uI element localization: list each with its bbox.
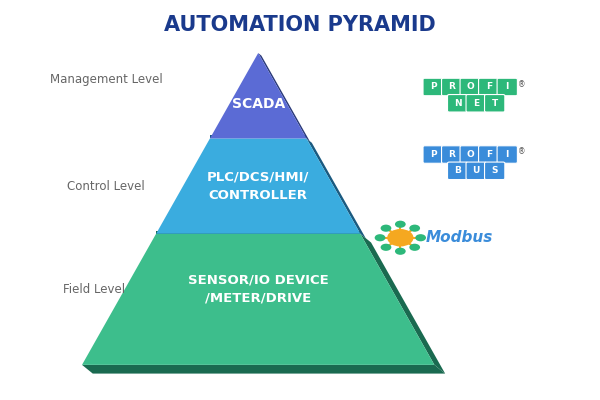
Text: U: U <box>472 166 480 175</box>
FancyBboxPatch shape <box>479 78 499 96</box>
Text: AUTOMATION PYRAMID: AUTOMATION PYRAMID <box>164 15 436 35</box>
FancyBboxPatch shape <box>485 162 505 180</box>
Circle shape <box>409 244 420 251</box>
Text: O: O <box>466 82 474 92</box>
Text: Field Level: Field Level <box>63 283 125 296</box>
FancyBboxPatch shape <box>448 94 468 112</box>
Text: P: P <box>430 82 436 92</box>
Circle shape <box>395 248 406 255</box>
Polygon shape <box>307 138 365 238</box>
FancyBboxPatch shape <box>497 78 517 96</box>
Circle shape <box>374 234 385 241</box>
Text: F: F <box>485 150 492 159</box>
Text: PLC/DCS/HMI/
CONTROLLER: PLC/DCS/HMI/ CONTROLLER <box>207 170 310 202</box>
Polygon shape <box>156 230 361 234</box>
FancyBboxPatch shape <box>466 162 487 180</box>
Polygon shape <box>361 234 445 374</box>
Text: SCADA: SCADA <box>232 97 285 111</box>
Text: ®: ® <box>518 80 526 89</box>
Text: Control Level: Control Level <box>67 180 145 192</box>
Circle shape <box>380 225 391 232</box>
Text: ®: ® <box>518 148 526 156</box>
Text: I: I <box>506 82 509 92</box>
Polygon shape <box>82 365 445 374</box>
Circle shape <box>387 229 413 246</box>
Text: S: S <box>491 166 498 175</box>
Circle shape <box>380 244 391 251</box>
FancyBboxPatch shape <box>423 146 443 163</box>
FancyBboxPatch shape <box>497 146 517 163</box>
FancyBboxPatch shape <box>479 146 499 163</box>
Polygon shape <box>210 135 307 138</box>
FancyBboxPatch shape <box>460 146 481 163</box>
Text: B: B <box>454 166 461 175</box>
FancyBboxPatch shape <box>442 78 462 96</box>
Text: O: O <box>466 150 474 159</box>
Polygon shape <box>258 53 310 141</box>
Text: E: E <box>473 99 479 108</box>
FancyBboxPatch shape <box>460 78 481 96</box>
Text: P: P <box>430 150 436 159</box>
Circle shape <box>415 234 426 241</box>
Polygon shape <box>210 53 307 138</box>
Polygon shape <box>82 234 434 365</box>
Text: Management Level: Management Level <box>50 73 162 86</box>
Text: SENSOR/IO DEVICE
/METER/DRIVE: SENSOR/IO DEVICE /METER/DRIVE <box>188 274 329 305</box>
Text: T: T <box>491 99 498 108</box>
FancyBboxPatch shape <box>448 162 468 180</box>
Text: Modbus: Modbus <box>425 230 493 245</box>
FancyBboxPatch shape <box>485 94 505 112</box>
FancyBboxPatch shape <box>466 94 487 112</box>
Text: R: R <box>448 82 455 92</box>
Circle shape <box>395 221 406 228</box>
Circle shape <box>409 225 420 232</box>
Text: I: I <box>506 150 509 159</box>
Text: N: N <box>454 99 461 108</box>
Text: F: F <box>485 82 492 92</box>
FancyBboxPatch shape <box>442 146 462 163</box>
Text: R: R <box>448 150 455 159</box>
Polygon shape <box>156 138 361 234</box>
FancyBboxPatch shape <box>423 78 443 96</box>
